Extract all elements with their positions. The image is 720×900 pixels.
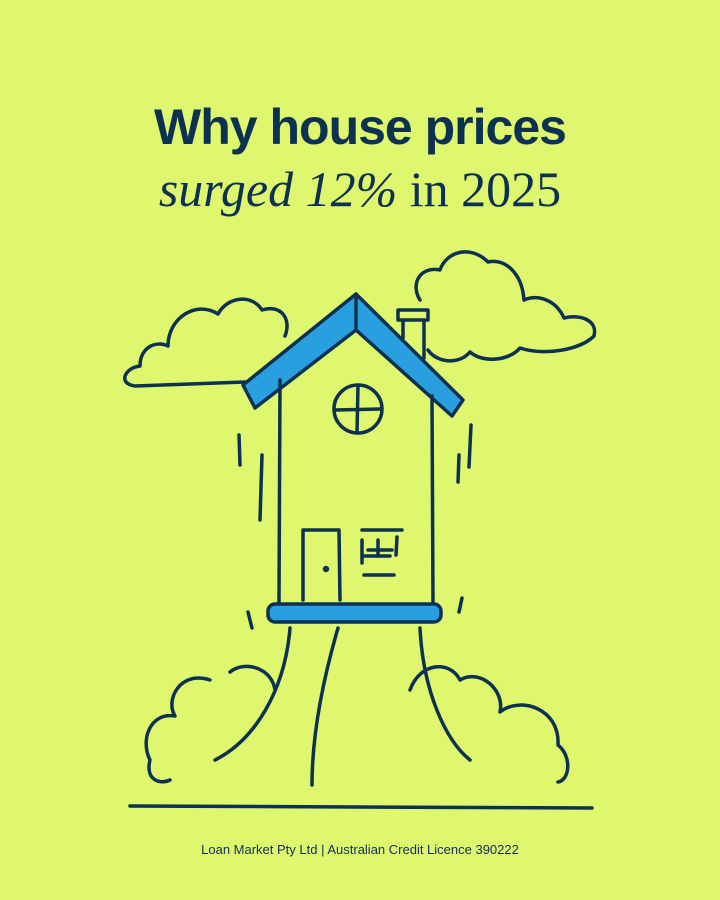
smoke-cloud-icon xyxy=(144,626,570,787)
right-cloud-icon xyxy=(414,250,597,363)
small-window-icon xyxy=(360,528,404,577)
footer-disclaimer: Loan Market Pty Ltd | Australian Credit … xyxy=(201,842,519,857)
headline-year: in 2025 xyxy=(397,161,562,217)
ground-line-icon xyxy=(128,804,594,810)
motion-lines-icon xyxy=(237,423,473,630)
door-icon xyxy=(301,528,342,602)
headline-line-1: Why house prices xyxy=(154,99,567,155)
chimney-icon xyxy=(396,308,430,360)
headline-emphasis: surged 12% xyxy=(158,161,398,217)
house-base-icon xyxy=(266,602,443,624)
left-cloud-icon xyxy=(123,297,289,388)
house-walls-icon xyxy=(277,378,435,605)
headline-line-2: surged 12% in 2025 xyxy=(0,160,720,218)
